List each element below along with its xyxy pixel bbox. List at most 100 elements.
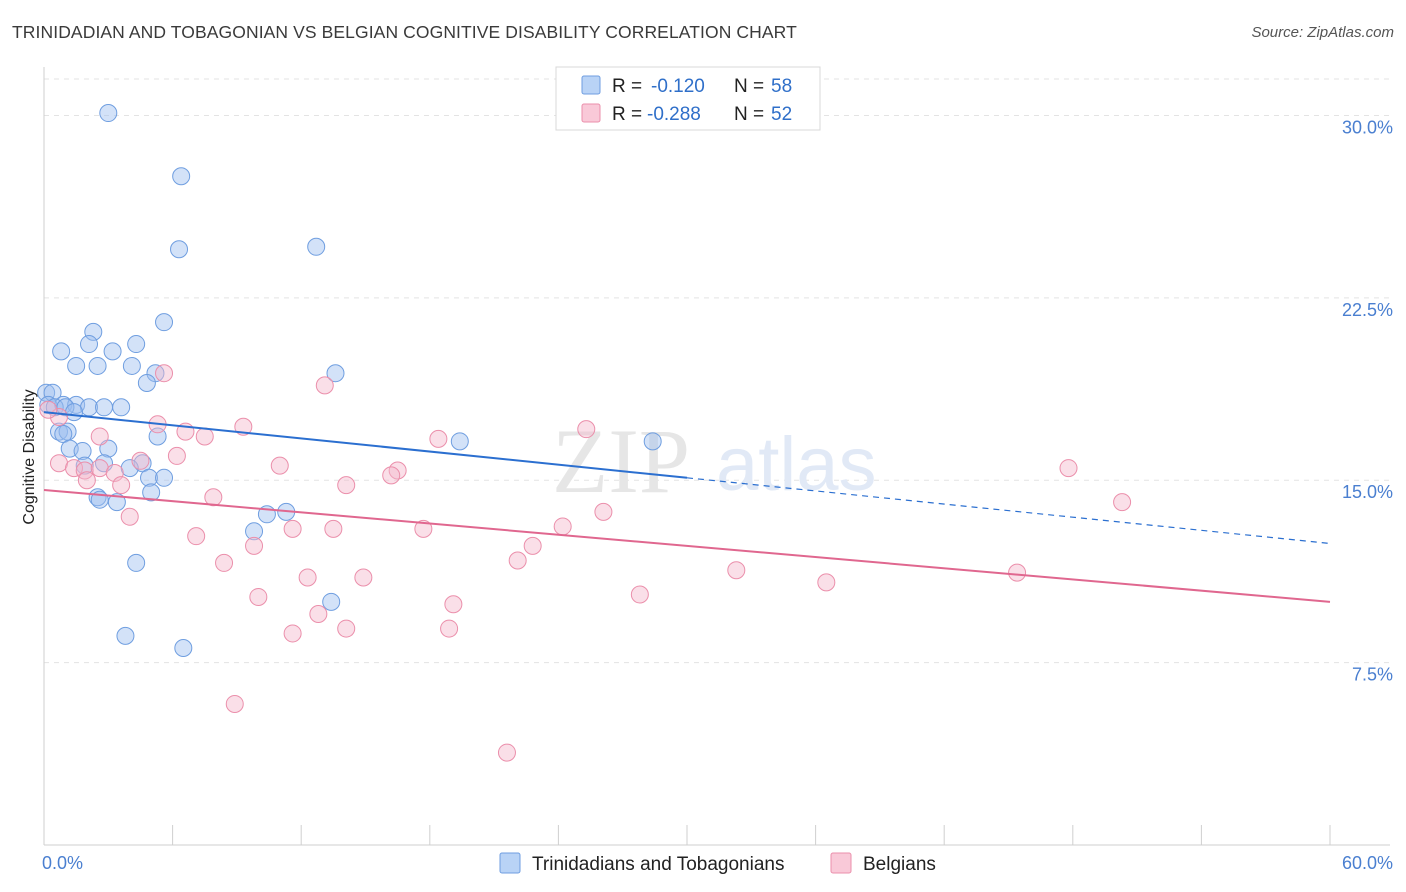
point-belgian — [1059, 459, 1078, 478]
point-belgian — [234, 417, 253, 436]
point-trinidadian — [80, 335, 99, 354]
axes-layer — [43, 67, 1390, 846]
point-belgian — [577, 420, 596, 439]
point-belgian — [120, 507, 139, 526]
point-belgian — [270, 456, 289, 475]
point-belgian — [1008, 563, 1027, 582]
point-trinidadian — [67, 356, 86, 375]
point-trinidadian — [245, 522, 264, 541]
point-belgian — [354, 568, 373, 587]
point-belgian — [444, 595, 463, 614]
point-belgian — [523, 536, 542, 555]
point-trinidadian — [155, 468, 174, 487]
point-belgian — [215, 553, 234, 572]
point-trinidadian — [65, 403, 84, 422]
point-belgian — [90, 427, 109, 446]
point-trinidadian — [88, 356, 107, 375]
legend-n-value-1: 58 — [771, 76, 792, 97]
point-trinidadian — [127, 335, 146, 354]
series-legend-label-blue: Trinidadians and Tobagonians — [532, 854, 784, 875]
series-legend-swatch-blue — [499, 852, 521, 874]
point-belgian — [382, 466, 401, 485]
point-belgian — [440, 619, 459, 638]
point-trinidadian — [643, 432, 662, 451]
point-belgian — [298, 568, 317, 587]
point-belgian — [155, 364, 174, 383]
point-belgian — [77, 471, 96, 490]
point-belgian — [508, 551, 527, 570]
point-trinidadian — [326, 364, 345, 383]
point-trinidadian — [107, 493, 126, 512]
legend-r-label-1: R = — [612, 76, 642, 97]
legend-n-value-2: 52 — [771, 104, 792, 125]
point-trinidadian — [88, 488, 107, 507]
correlation-legend: R = -0.120 N = 58 R = -0.288 N = 52 — [555, 66, 821, 131]
point-belgian — [204, 488, 223, 507]
point-belgian — [497, 743, 516, 762]
legend-r-label-2: R = — [612, 104, 642, 125]
point-belgian — [414, 519, 433, 538]
y-tick-label: 7.5% — [1352, 665, 1393, 685]
point-trinidadian — [155, 313, 174, 332]
point-trinidadian — [122, 356, 141, 375]
point-trinidadian — [112, 398, 131, 417]
point-belgian — [167, 446, 186, 465]
point-belgian — [187, 527, 206, 546]
point-belgian — [553, 517, 572, 536]
trend-line-trinidadian — [43, 411, 688, 479]
point-belgian — [630, 585, 649, 604]
point-belgian — [429, 429, 448, 448]
point-trinidadian — [307, 237, 326, 256]
point-trinidadian — [99, 104, 118, 123]
series-legend-label-pink: Belgians — [863, 854, 936, 875]
point-trinidadian — [52, 342, 71, 361]
legend-r-value-1: -0.120 — [651, 76, 705, 97]
point-trinidadian — [80, 398, 99, 417]
trend-line-trinidadian-extrapolated — [686, 477, 1331, 545]
point-belgian — [131, 451, 150, 470]
point-trinidadian — [450, 432, 469, 451]
watermark: ZIP atlas — [552, 410, 877, 512]
x-tick-label-max: 60.0% — [1342, 853, 1393, 873]
point-trinidadian — [43, 383, 62, 402]
point-trinidadian — [140, 468, 159, 487]
point-belgian — [249, 587, 268, 606]
trend-line-belgian — [43, 488, 1331, 603]
legend-swatch-blue — [581, 75, 601, 95]
point-belgian — [594, 502, 613, 521]
point-belgian — [337, 476, 356, 495]
y-tick-label: 30.0% — [1342, 117, 1393, 137]
point-belgian — [245, 536, 264, 555]
point-trinidadian — [84, 322, 103, 341]
point-trinidadian — [103, 342, 122, 361]
point-belgian — [727, 561, 746, 580]
legend-n-label-1: N = — [734, 76, 764, 97]
point-belgian — [195, 427, 214, 446]
point-trinidadian — [99, 439, 118, 458]
point-trinidadian — [170, 240, 189, 259]
trend-layer — [43, 411, 1331, 603]
point-trinidadian — [116, 626, 135, 645]
point-belgian — [337, 619, 356, 638]
y-tick-label: 22.5% — [1342, 300, 1393, 320]
point-trinidadian — [322, 592, 341, 611]
y-axis-label: Cognitive Disability — [21, 389, 38, 524]
x-tick-label-min: 0.0% — [42, 853, 83, 873]
point-belgian — [817, 573, 836, 592]
legend-r-value-2: -0.288 — [647, 104, 701, 125]
ticks-layer: 7.5% 15.0% 22.5% 30.0% 0.0% 60.0% — [42, 117, 1393, 873]
point-trinidadian — [75, 456, 94, 475]
point-belgian — [39, 400, 58, 419]
chart-title: TRINIDADIAN AND TOBAGONIAN VS BELGIAN CO… — [12, 22, 797, 42]
point-belgian — [324, 519, 343, 538]
point-trinidadian — [174, 639, 193, 658]
watermark-atlas: atlas — [716, 422, 877, 507]
point-belgian — [112, 476, 131, 495]
source-label: Source: ZipAtlas.com — [1251, 24, 1394, 41]
legend-swatch-pink — [581, 103, 601, 123]
point-trinidadian — [127, 553, 146, 572]
point-trinidadian — [73, 442, 92, 461]
watermark-zip: ZIP — [552, 410, 690, 512]
point-belgian — [283, 519, 302, 538]
